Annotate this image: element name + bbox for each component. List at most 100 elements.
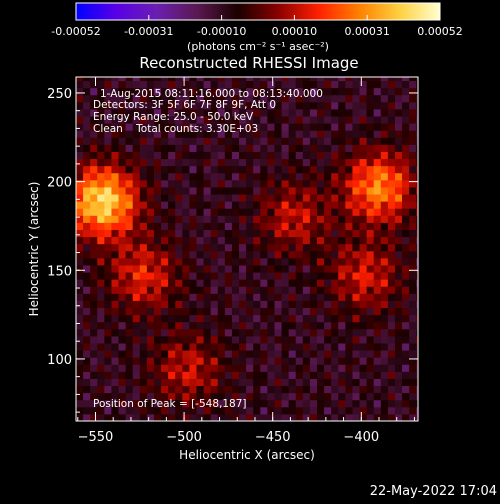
heatmap-cell [118, 80, 127, 89]
heatmap-cell [373, 229, 382, 238]
heatmap-cell [373, 350, 382, 358]
heatmap-cell [409, 406, 417, 415]
heatmap-cell [210, 300, 219, 309]
heatmap-cell [288, 293, 297, 301]
heatmap-cell [90, 399, 98, 408]
heatmap-cell [189, 392, 197, 401]
heatmap-cell [189, 151, 197, 160]
heatmap-cell [331, 279, 339, 287]
heatmap-cell [288, 108, 297, 117]
heatmap-cell [409, 208, 417, 216]
heatmap-cell [239, 194, 247, 202]
heatmap-cell [295, 172, 304, 181]
heatmap-cell [189, 144, 197, 152]
heatmap-cell [416, 250, 418, 259]
heatmap-cell [97, 335, 105, 344]
heatmap-cell [168, 321, 176, 330]
peak-position-text: Position of Peak = [-548,187] [93, 398, 247, 410]
heatmap-cell [309, 350, 318, 358]
heatmap-cell [416, 293, 418, 301]
heatmap-cell [168, 293, 176, 301]
heatmap-cell [288, 130, 297, 138]
heatmap-cell [175, 80, 183, 89]
heatmap-cell [217, 158, 226, 167]
heatmap-cell [324, 300, 332, 309]
heatmap-cell [90, 144, 98, 152]
heatmap-cell [359, 222, 368, 230]
heatmap-cell [402, 392, 410, 401]
heatmap-cell [352, 208, 361, 216]
heatmap-cell [231, 250, 240, 259]
heatmap-cell [168, 172, 176, 181]
heatmap-cell [387, 236, 396, 245]
heatmap-cell [359, 80, 368, 89]
heatmap-cell [168, 250, 176, 259]
heatmap-cell [153, 137, 162, 145]
heatmap-cell [366, 328, 375, 337]
heatmap-cell [373, 137, 382, 145]
heatmap-cell [281, 342, 290, 351]
heatmap-cell [104, 130, 112, 138]
heatmap-cell [345, 399, 353, 408]
heatmap-cell [331, 335, 339, 344]
heatmap-cell [97, 328, 105, 337]
heatmap-cell [97, 371, 105, 379]
heatmap-cell [345, 108, 353, 117]
heatmap-cell [168, 186, 176, 195]
heatmap-cell [104, 378, 112, 387]
heatmap-cell [387, 137, 396, 145]
heatmap-cell [239, 357, 247, 365]
heatmap-cell [331, 215, 339, 223]
heatmap-cell [267, 335, 275, 344]
heatmap-cell [104, 243, 112, 252]
heatmap-cell [246, 222, 254, 230]
heatmap-cell [118, 87, 127, 96]
heatmap-cell [260, 236, 268, 245]
heatmap-cell [104, 158, 112, 167]
heatmap-cell [76, 286, 84, 294]
heatmap-cell [316, 342, 325, 351]
heatmap-cell [281, 208, 290, 216]
heatmap-cell [125, 201, 134, 209]
heatmap-cell [359, 286, 368, 294]
heatmap-cell [394, 94, 403, 103]
heatmap-cell [83, 392, 91, 401]
heatmap-cell [210, 236, 219, 245]
heatmap-cell [359, 335, 368, 344]
heatmap-cell [373, 144, 382, 152]
heatmap-cell [90, 279, 98, 287]
heatmap-cell [139, 116, 148, 124]
heatmap-cell [111, 116, 120, 124]
heatmap-cell [402, 208, 410, 216]
heatmap-cell [139, 314, 148, 323]
heatmap-cell [416, 392, 418, 401]
heatmap-cell [231, 286, 240, 294]
heatmap-cell [331, 286, 339, 294]
heatmap-cell [295, 179, 304, 188]
heatmap-cell [253, 243, 261, 252]
heatmap-cell [217, 272, 226, 280]
heatmap-cell [224, 179, 233, 188]
heatmap-cell [309, 413, 318, 421]
heatmap-cell [132, 215, 141, 223]
heatmap-cell [210, 130, 219, 138]
heatmap-cell [196, 94, 205, 103]
heatmap-cell [295, 385, 304, 394]
heatmap-cell [125, 130, 134, 138]
heatmap-cell [309, 378, 318, 387]
heatmap-cell [338, 165, 346, 174]
heatmap-cell [380, 130, 389, 138]
heatmap-cell [359, 108, 368, 117]
heatmap-cell [97, 137, 105, 145]
heatmap-cell [175, 321, 183, 330]
heatmap-cell [182, 250, 190, 259]
heatmap-cell [203, 101, 212, 110]
heatmap-cell [139, 208, 148, 216]
heatmap-cell [352, 215, 361, 223]
heatmap-cell [402, 137, 410, 145]
heatmap-cell [175, 229, 183, 238]
heatmap-cell [111, 378, 120, 387]
heatmap-cell [161, 87, 169, 96]
heatmap-cell [189, 80, 197, 89]
heatmap-cell [153, 328, 162, 337]
